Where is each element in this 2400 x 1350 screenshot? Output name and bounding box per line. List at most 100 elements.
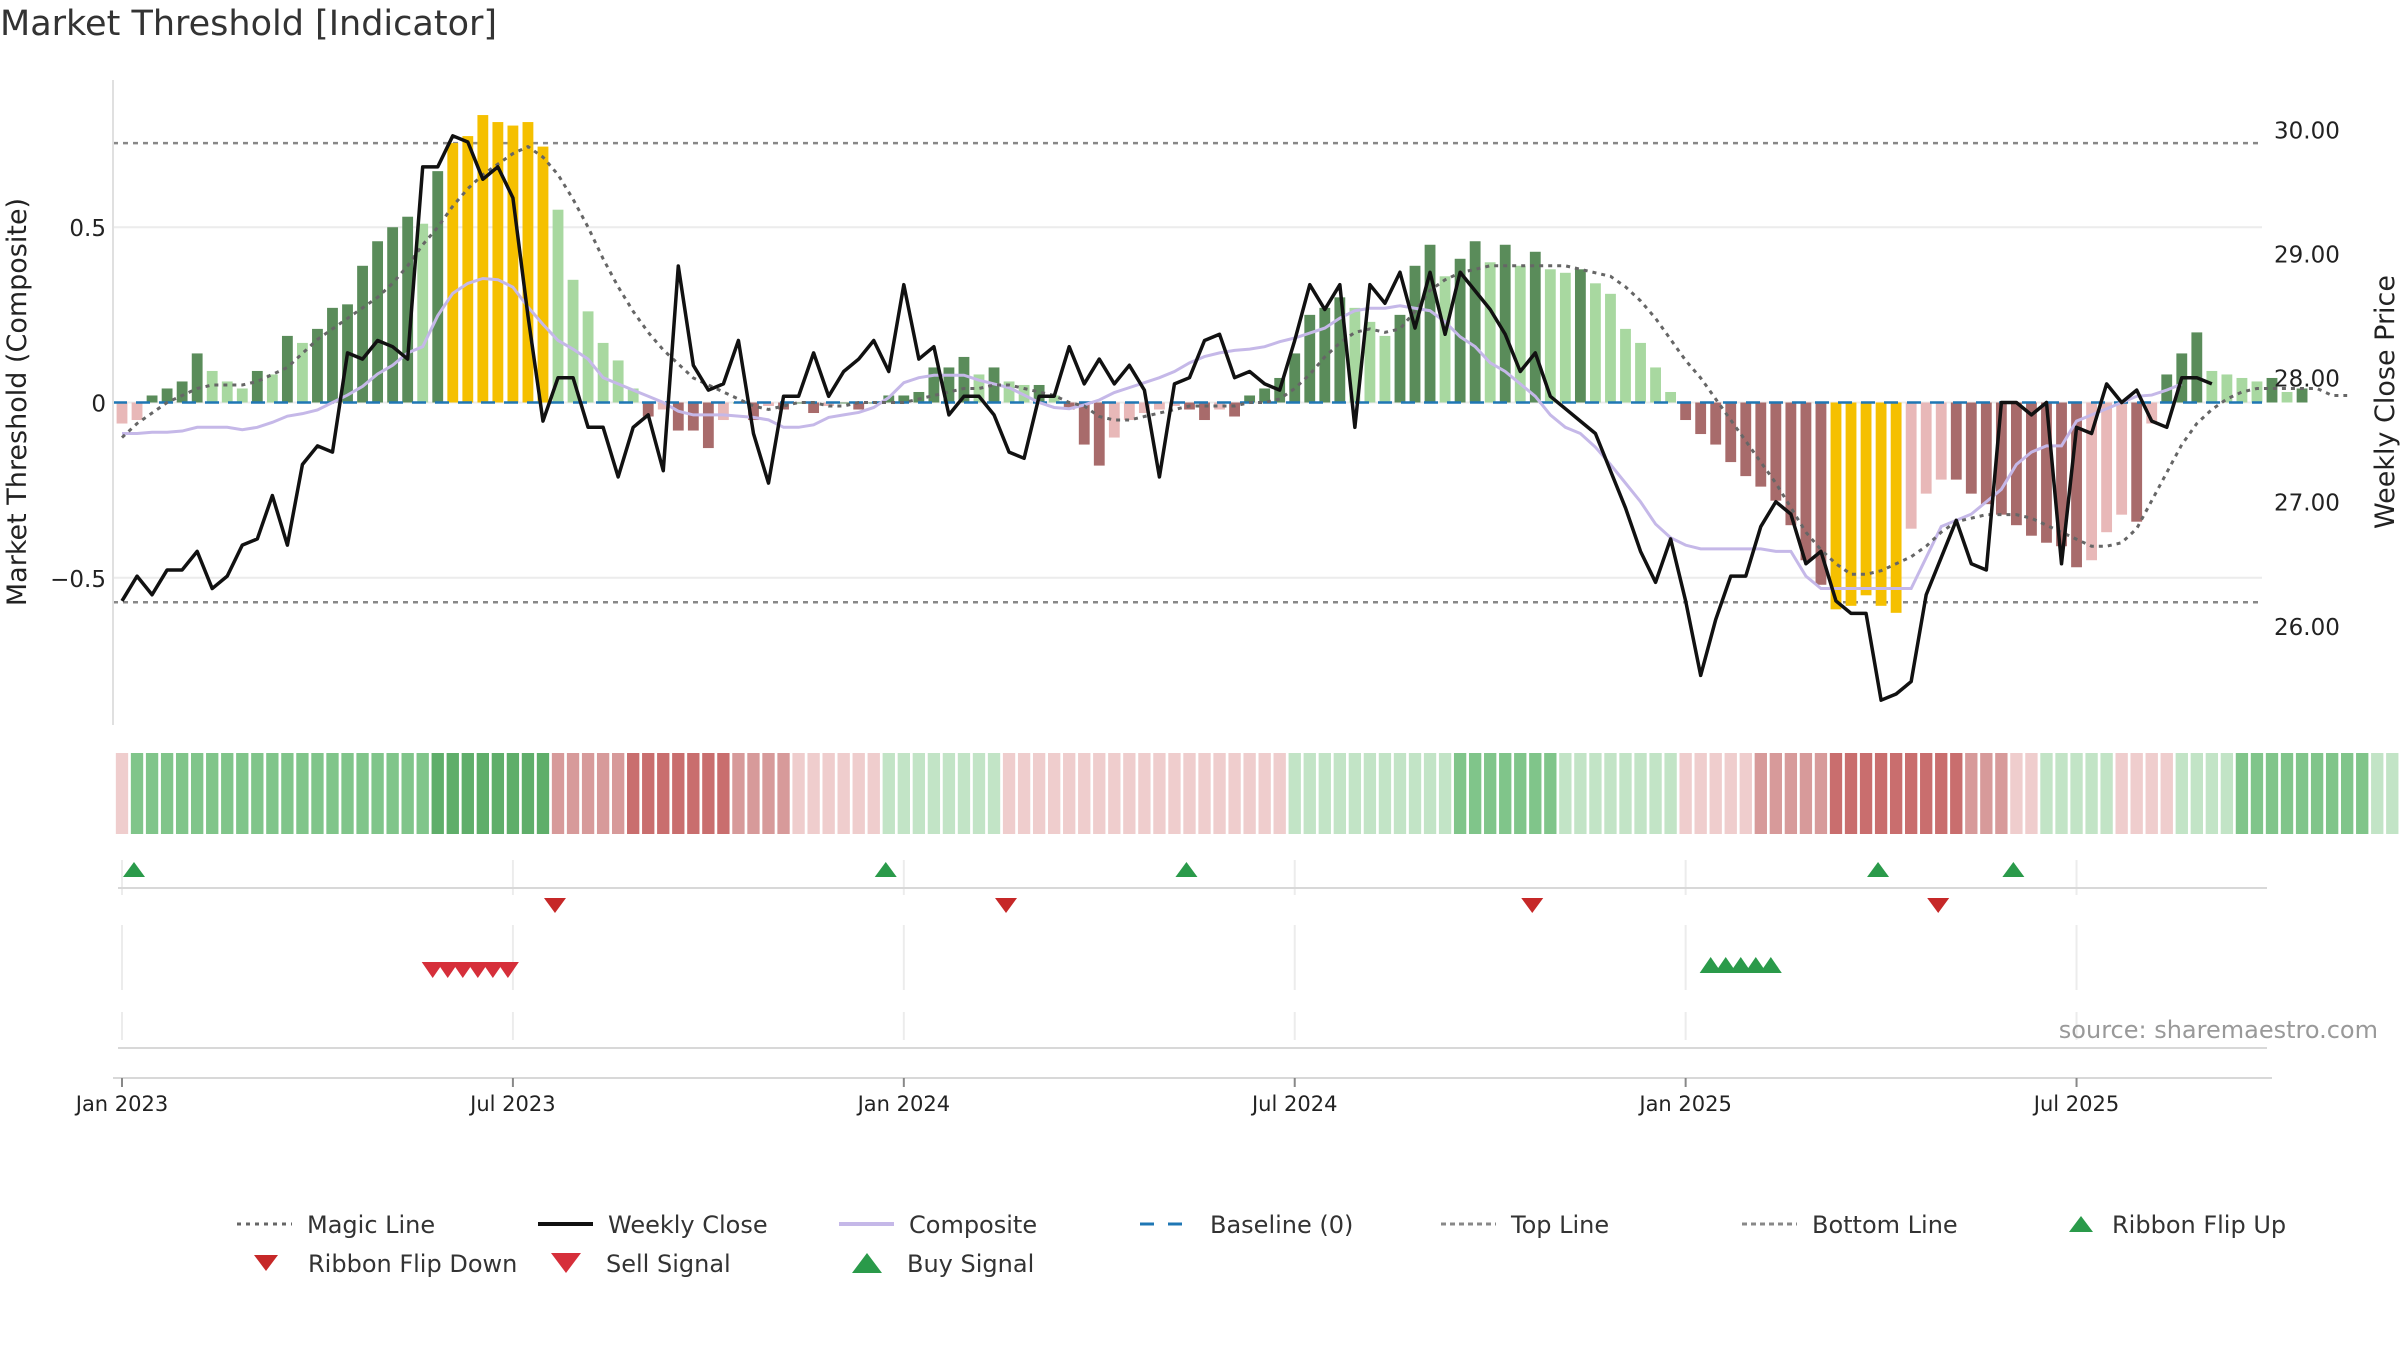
composite-bar <box>838 402 850 404</box>
y2-tick-label: 29.00 <box>2274 243 2340 269</box>
composite-bar <box>1950 402 1962 480</box>
ribbon-cell <box>191 753 204 834</box>
sell-signal-marker <box>496 962 519 978</box>
composite-bar <box>2041 402 2052 543</box>
y2-tick-label: 28.00 <box>2274 367 2340 393</box>
composite-bar <box>672 402 684 431</box>
ribbon-cell <box>1484 753 1497 834</box>
ribbon-cell <box>867 753 880 834</box>
y2-axis-title: Weekly Close Price <box>2370 275 2400 529</box>
signal-markers <box>118 862 2267 1049</box>
composite-bar <box>1138 402 1150 414</box>
ribbon-cell <box>581 753 595 834</box>
x-tick-label: Jan 2023 <box>74 1092 169 1116</box>
legend-item: Buy Signal <box>852 1250 1034 1278</box>
ribbon-cell <box>506 753 520 834</box>
ribbon-cell <box>1935 753 1948 834</box>
composite-bar <box>1123 402 1135 421</box>
ribbon-cell <box>2190 753 2203 834</box>
ribbon-cell <box>1814 753 1828 834</box>
sell-signal-marker <box>466 962 489 978</box>
ribbon-cell <box>461 753 474 834</box>
ribbon-cell <box>1589 753 1602 834</box>
ribbon-cell <box>1078 753 1091 834</box>
ribbon-cell <box>611 753 625 834</box>
series-lines <box>113 134 2348 702</box>
composite-bar <box>492 122 504 403</box>
composite-bar <box>1890 402 1902 613</box>
composite-bar <box>793 402 804 404</box>
y-tick-label: −0.5 <box>50 567 106 593</box>
composite-bar <box>2146 402 2158 424</box>
ribbon-cell <box>897 753 910 834</box>
legend-label: Ribbon Flip Down <box>308 1250 517 1278</box>
composite-bar <box>1590 283 1601 403</box>
ribbon-cell <box>912 753 926 834</box>
legend-item: Baseline (0) <box>1140 1211 1353 1239</box>
composite-bar <box>1559 272 1571 403</box>
ribbon-cell <box>1784 753 1798 834</box>
ribbon-cell <box>1904 753 1918 834</box>
composite-bar <box>2071 402 2082 568</box>
ribbon-cell <box>341 753 354 834</box>
ribbon-cell <box>1438 753 1452 834</box>
ribbon-cell <box>1273 753 1286 834</box>
composite-bar <box>717 402 729 421</box>
composite-bar <box>131 402 143 421</box>
ribbon-cell <box>115 753 129 834</box>
composite-bar <box>1454 258 1466 403</box>
weekly-close-line <box>120 134 2213 702</box>
composite-bar <box>853 402 865 410</box>
composite-bar <box>357 265 368 403</box>
ribbon-cell <box>476 753 490 834</box>
ribbon-cell <box>1108 753 1121 834</box>
legend: Magic Line Weekly Close Composite Baseline … <box>237 1211 2286 1278</box>
ribbon-cell <box>1559 753 1572 834</box>
ribbon-cell <box>927 753 941 834</box>
composite-bar <box>898 395 910 403</box>
legend-item: Ribbon Flip Down <box>254 1250 517 1278</box>
ribbon-cell <box>2235 753 2249 834</box>
legend-item: Weekly Close <box>538 1211 768 1239</box>
y-tick-label: 0 <box>91 392 106 418</box>
composite-bar <box>1860 402 1872 596</box>
x-axis: Jan 2023 Jul 2023 Jan 2024 Jul 2024 Jan 2025… <box>74 1077 2272 1116</box>
ribbon-cell <box>2265 753 2279 834</box>
composite-bar <box>1319 307 1331 403</box>
composite-bar <box>146 395 158 403</box>
ribbon-cell <box>1002 753 1016 834</box>
ribbon-cell <box>1017 753 1031 834</box>
ribbon-cell <box>221 753 234 834</box>
composite-bar <box>2251 381 2263 403</box>
composite-bar <box>236 388 248 403</box>
ribbon-cell <box>777 753 790 834</box>
composite-bar <box>206 370 218 403</box>
composite-bar <box>958 356 970 403</box>
ribbon-cell <box>2280 753 2294 834</box>
composite-bar <box>251 370 263 403</box>
composite-bar <box>2026 402 2037 536</box>
composite-bar <box>1334 297 1346 403</box>
composite-bar <box>1875 402 1887 606</box>
ribbon-cell <box>762 753 775 834</box>
composite-bar <box>1695 402 1707 435</box>
ribbon-cell <box>1844 753 1858 834</box>
ribbon-cell <box>1920 753 1933 834</box>
y2-tick-label: 26.00 <box>2274 615 2340 641</box>
composite-bar <box>1830 402 1842 610</box>
ribbon-cell <box>1063 753 1076 834</box>
ribbon-cell <box>822 753 835 834</box>
ribbon-cell <box>642 753 655 834</box>
ribbon-cell <box>551 753 565 834</box>
ribbon-cell <box>296 753 309 834</box>
ribbon-cell <box>2070 753 2083 834</box>
ribbon-cell <box>1574 753 1587 834</box>
ribbon-cell <box>1168 753 1181 834</box>
ribbon-cell <box>175 753 189 834</box>
ribbon-cell <box>2205 753 2219 834</box>
ribbon-cell <box>206 753 219 834</box>
ribbon-cell <box>1408 753 1422 834</box>
composite-bar <box>1379 335 1391 403</box>
ribbon-cell <box>1995 753 2008 834</box>
ribbon-cell <box>1318 753 1331 834</box>
